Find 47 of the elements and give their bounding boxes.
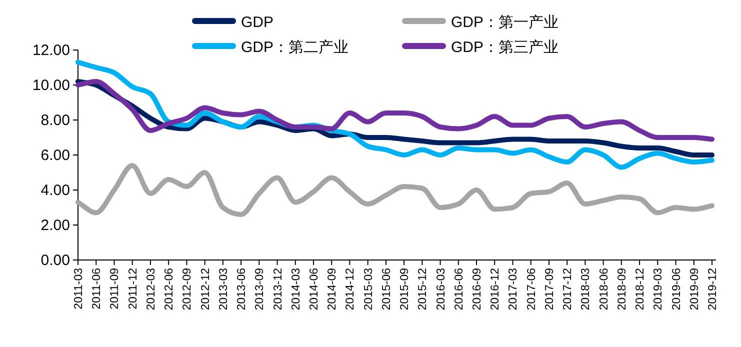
x-tick-label: 2019-12 (707, 268, 719, 310)
x-tick-label: 2018-06 (598, 268, 610, 310)
legend-label: GDP：第三产业 (451, 39, 559, 56)
x-tick-label: 2016-09 (472, 268, 484, 310)
y-tick-label: 4.00 (40, 182, 70, 199)
x-tick-label: 2014-09 (326, 268, 339, 310)
legend-label: GDP (241, 14, 274, 31)
x-tick-label: 2011-12 (127, 268, 140, 310)
x-tick-label: 2016-06 (453, 268, 466, 310)
x-tick-label: 2017-03 (508, 268, 520, 310)
x-tick-label: 2019-03 (652, 268, 665, 310)
x-tick-label: 2015-03 (362, 268, 375, 310)
x-tick-label: 2017-09 (544, 268, 556, 310)
legend-label: GDP：第一产业 (451, 14, 559, 31)
x-tick-label: 2011-09 (109, 268, 122, 310)
x-tick-label: 2015-06 (380, 268, 393, 310)
legend-label: GDP：第二产业 (241, 39, 349, 56)
x-tick-label: 2012-03 (145, 268, 158, 310)
y-tick-label: 0.00 (40, 252, 70, 269)
y-tick-label: 6.00 (40, 147, 70, 164)
x-tick-label: 2019-09 (688, 268, 701, 310)
x-tick-label: 2011-03 (73, 268, 85, 310)
x-tick-label: 2013-09 (254, 268, 266, 310)
x-tick-label: 2016-03 (435, 268, 448, 310)
x-tick-label: 2016-12 (490, 268, 502, 310)
x-tick-label: 2011-06 (91, 268, 104, 310)
x-tick-label: 2015-09 (399, 268, 412, 310)
x-tick-label: 2015-12 (417, 268, 430, 310)
y-tick-label: 2.00 (40, 217, 70, 234)
x-tick-label: 2013-03 (218, 268, 230, 310)
x-tick-label: 2013-12 (272, 268, 284, 310)
x-tick-label: 2018-03 (580, 268, 592, 310)
x-tick-label: 2012-09 (182, 268, 194, 310)
x-tick-label: 2014-03 (290, 268, 302, 310)
x-tick-label: 2014-12 (344, 268, 357, 310)
x-tick-label: 2012-06 (164, 268, 176, 310)
y-tick-label: 12.00 (32, 42, 70, 59)
x-tick-label: 2018-12 (634, 268, 647, 310)
y-tick-label: 8.00 (40, 112, 70, 129)
x-tick-label: 2013-06 (236, 268, 248, 310)
y-tick-label: 10.00 (32, 77, 70, 94)
x-tick-label: 2018-09 (616, 268, 628, 310)
x-tick-label: 2019-06 (670, 268, 683, 310)
x-tick-label: 2012-12 (200, 268, 212, 310)
x-tick-label: 2017-06 (526, 268, 538, 310)
x-tick-label: 2014-06 (308, 268, 320, 310)
x-tick-label: 2017-12 (562, 268, 574, 310)
